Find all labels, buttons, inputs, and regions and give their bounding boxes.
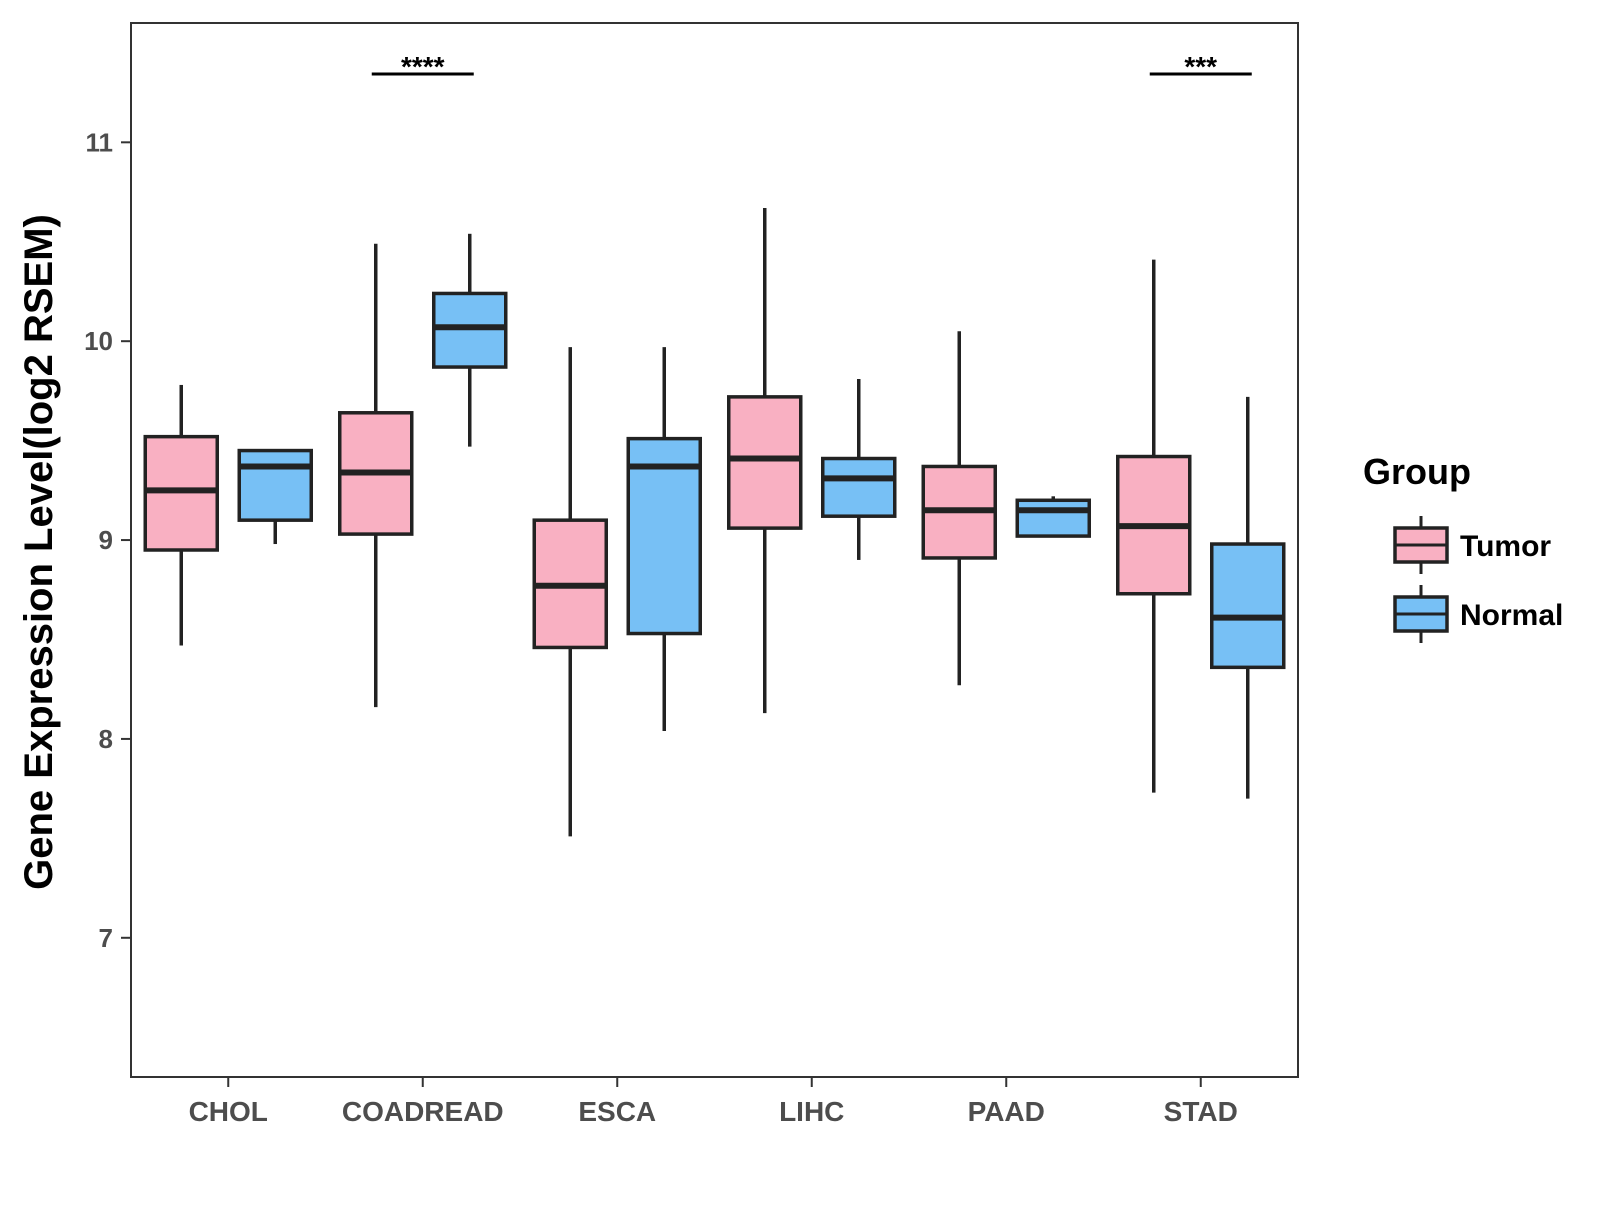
x-tick-label-coadread: COADREAD — [342, 1096, 504, 1127]
x-tick-label-paad: PAAD — [968, 1096, 1045, 1127]
legend: Group Tumor Normal — [1363, 451, 1563, 643]
y-tick-label: 9 — [99, 525, 113, 555]
legend-item-tumor: Tumor — [1393, 516, 1551, 574]
y-tick-label: 7 — [99, 923, 113, 953]
box-normal-paad — [1015, 496, 1091, 538]
plot-panel-border — [130, 22, 1299, 1078]
box-normal-esca — [626, 347, 702, 731]
x-tick-label-lihc: LIHC — [779, 1096, 844, 1127]
box-normal-coadread — [432, 233, 508, 447]
legend-item-normal: Normal — [1393, 585, 1563, 643]
box-normal-chol — [237, 448, 313, 545]
box-tumor-chol — [143, 384, 219, 646]
x-tick-label-esca: ESCA — [578, 1096, 656, 1127]
y-axis-label: Gene Expression Level(log2 RSEM) — [17, 214, 61, 890]
y-axis-label-group: Gene Expression Level(log2 RSEM) — [17, 214, 61, 890]
box-iqr — [727, 395, 803, 530]
y-tick-label: 10 — [84, 326, 113, 356]
x-tick-label-chol: CHOL — [189, 1096, 268, 1127]
box-normal-lihc — [821, 378, 897, 560]
box-tumor-lihc — [727, 207, 803, 714]
box-layer — [143, 207, 1286, 837]
legend-label: Tumor — [1460, 530, 1551, 563]
box-iqr — [626, 436, 702, 636]
significance-label: *** — [1184, 51, 1217, 82]
legend-label: Normal — [1460, 599, 1563, 632]
x-axis: CHOL COADREAD ESCA LIHC PAAD STAD — [189, 1077, 1238, 1127]
box-normal-stad — [1210, 396, 1286, 799]
significance-label: **** — [401, 51, 445, 82]
box-tumor-paad — [921, 331, 997, 686]
y-tick-label: 11 — [86, 127, 114, 157]
y-tick-label: 8 — [99, 724, 113, 754]
significance-annotations: **** *** — [371, 51, 1252, 82]
box-iqr — [821, 456, 897, 518]
x-tick-label-stad: STAD — [1164, 1096, 1238, 1127]
box-iqr — [237, 448, 313, 522]
box-tumor-esca — [532, 347, 608, 837]
box-iqr — [1210, 542, 1286, 670]
box-tumor-coadread — [338, 243, 414, 708]
y-axis: 7 8 9 10 11 — [84, 127, 131, 953]
legend-title: Group — [1363, 451, 1471, 492]
box-iqr — [1015, 498, 1091, 538]
box-tumor-stad — [1116, 259, 1192, 793]
